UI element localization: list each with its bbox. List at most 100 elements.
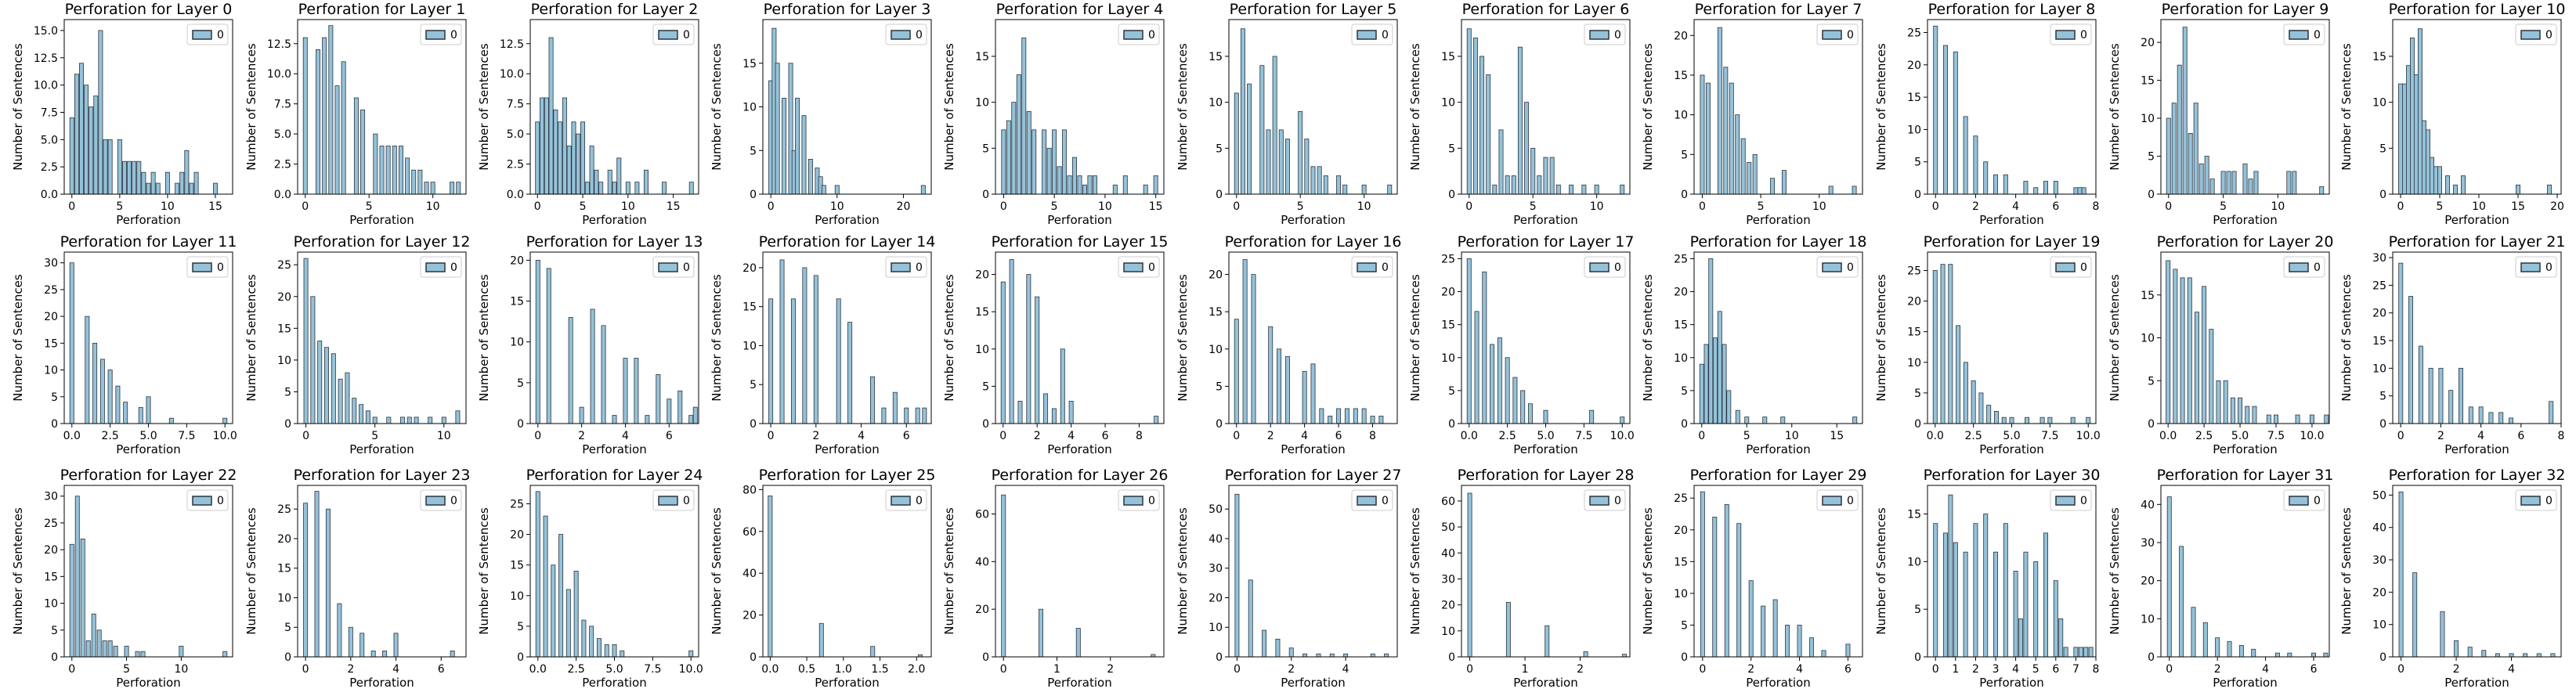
histogram-bar	[1505, 357, 1510, 424]
subplot-title: Perforation for Layer 30	[1924, 467, 2101, 484]
histogram-bar	[2088, 647, 2094, 658]
histogram-bar	[544, 97, 549, 195]
y-axis-label: Number of Sentences	[710, 43, 724, 171]
histogram-bar	[612, 415, 617, 424]
axes-frame	[2160, 485, 2330, 658]
y-tick-label: 5	[1914, 388, 1921, 400]
y-tick-label: 15	[1209, 306, 1223, 319]
histogram-bar	[2039, 417, 2045, 424]
x-tick-label: 4	[622, 430, 629, 442]
subplot-title: Perforation for Layer 14	[759, 233, 936, 251]
histogram-bar	[1370, 416, 1375, 424]
y-tick-label: 5	[51, 391, 58, 404]
legend-swatch	[1357, 262, 1377, 272]
histogram-bar	[540, 97, 545, 195]
x-tick-label: 0.0	[1927, 430, 1944, 442]
histogram-bar	[553, 109, 558, 195]
legend-label: 0	[916, 261, 923, 274]
y-tick-label: 30	[44, 491, 58, 503]
x-tick-label: 10.0	[2076, 430, 2101, 442]
histogram-bar	[1717, 311, 1722, 424]
y-tick-label: 20	[742, 610, 757, 622]
x-tick-label: 4	[2508, 663, 2515, 676]
x-tick-label: 15	[1149, 200, 1163, 213]
legend-label: 0	[2545, 261, 2553, 274]
x-tick-label: 8	[1369, 430, 1376, 442]
y-axis-label: Number of Sentences	[1176, 43, 1190, 171]
x-tick-label: 2	[347, 663, 354, 676]
subplot-title: Perforation for Layer 26	[992, 467, 1169, 484]
subplot-title: Perforation for Layer 23	[294, 467, 471, 484]
x-tick-label: 2	[578, 430, 585, 442]
histogram-bar	[2440, 611, 2445, 658]
histogram-bar	[1785, 625, 1790, 658]
histogram-bar	[2198, 163, 2204, 195]
y-tick-label: 0	[2379, 418, 2386, 431]
histogram-bar	[393, 633, 399, 658]
histogram-bar	[1466, 28, 1472, 195]
y-tick-label: 7.5	[41, 106, 58, 119]
y-tick-label: 0	[517, 651, 524, 664]
histogram-bar	[1467, 492, 1472, 658]
y-tick-label: 15	[742, 301, 757, 314]
y-tick-label: 5	[2379, 142, 2386, 155]
histogram-bar	[795, 97, 800, 195]
histogram-bar	[2402, 83, 2407, 195]
y-tick-label: 0	[1681, 418, 1688, 431]
histogram-bar	[2166, 260, 2171, 424]
x-tick-label: 2.5	[1965, 430, 1982, 442]
y-tick-label: 30	[1209, 563, 1223, 575]
y-tick-label: 50	[1441, 521, 1455, 534]
histogram-bar	[1278, 129, 1284, 195]
histogram-bar	[179, 645, 184, 658]
y-tick-label: 20	[510, 529, 524, 542]
histogram-bar	[2498, 412, 2504, 424]
histogram-bar	[2467, 647, 2473, 658]
histogram-bar	[1039, 608, 1043, 658]
y-tick-label: 2.5	[41, 161, 58, 174]
legend-label: 0	[916, 495, 923, 507]
histogram-bar	[2058, 618, 2064, 658]
histogram-bar	[1845, 644, 1851, 658]
subplot-title: Perforation for Layer 31	[2157, 467, 2334, 484]
histogram-bar	[359, 633, 365, 658]
histogram-bar	[450, 182, 455, 195]
legend: 0	[420, 256, 462, 278]
legend: 0	[186, 489, 229, 511]
y-tick-label: 25	[1907, 265, 1921, 277]
histogram-bar	[688, 182, 694, 195]
y-tick-label: 12.5	[500, 38, 524, 51]
histogram-bar	[1482, 271, 1487, 424]
histogram-bar	[1520, 390, 1526, 424]
histogram-bar	[2454, 640, 2459, 658]
y-tick-label: 10	[2372, 362, 2386, 375]
histogram-bar	[337, 603, 342, 658]
histogram-bar	[2238, 645, 2244, 658]
x-tick-label: 5.0	[2231, 430, 2249, 442]
histogram-bar	[1275, 638, 1281, 658]
histogram-bar	[1963, 551, 1968, 658]
histogram-bar	[692, 406, 698, 424]
y-tick-label: 20	[975, 269, 989, 282]
x-tick-label: 0.0	[761, 663, 779, 676]
histogram-bar	[1112, 184, 1118, 195]
y-axis-label: Number of Sentences	[2339, 274, 2354, 402]
histogram-bar	[2231, 171, 2237, 195]
y-tick-label: 20	[1674, 30, 1688, 42]
legend-swatch	[2520, 262, 2541, 272]
y-axis-label: Number of Sentences	[477, 43, 491, 171]
y-tick-label: 5	[982, 142, 989, 155]
histogram-bar	[1344, 408, 1349, 424]
histogram-bar	[2073, 187, 2079, 195]
y-tick-label: 0	[2379, 651, 2386, 664]
x-tick-label: 0	[534, 200, 541, 213]
y-tick-label: 10	[277, 592, 291, 604]
x-tick-label: 5	[2220, 200, 2227, 213]
histogram-bar	[74, 74, 79, 195]
y-tick-label: 0	[1448, 418, 1455, 431]
histogram-bar	[1302, 370, 1307, 424]
subplot-layer-7: 0 5 10 0 5 10 15 20 Perforation for Layer 7 Perfo…	[1641, 1, 1863, 227]
y-tick-label: 5	[982, 380, 989, 393]
histogram-bar	[920, 185, 926, 195]
histogram-bar	[1537, 175, 1542, 195]
